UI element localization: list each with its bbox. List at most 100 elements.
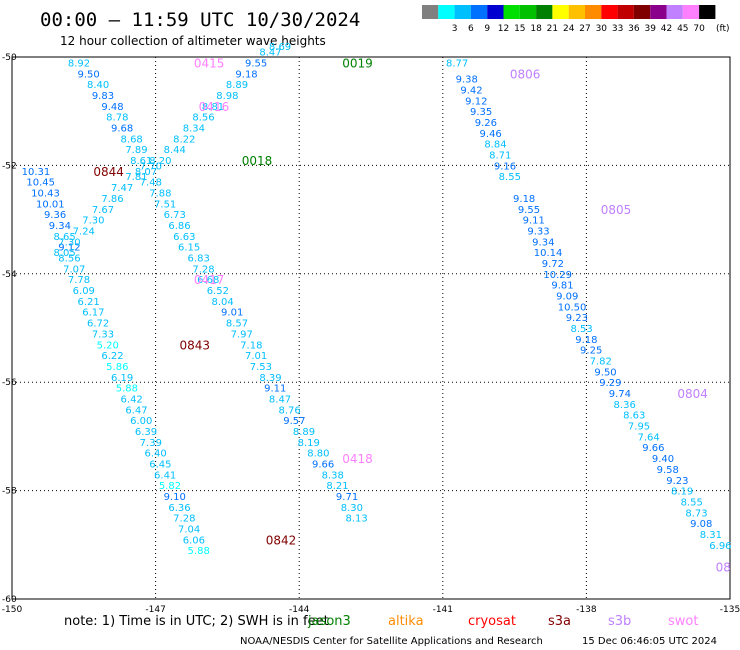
swh-value: 6.72 <box>87 319 109 330</box>
swh-value: 5.82 <box>159 481 181 492</box>
legend-label: 12 <box>498 24 509 34</box>
legend-label: 70 <box>693 24 705 34</box>
legend-swatch <box>568 5 585 19</box>
pass-time-labels: 0415 0416 0844 0843 0417 0418 0842 0019 0018 0806… <box>93 56 731 574</box>
swh-value: 6.17 <box>82 308 104 319</box>
pass-time-label: 0805 <box>601 203 632 217</box>
swh-value: 9.23 <box>566 313 588 324</box>
swh-value: 5.88 <box>188 546 210 557</box>
swh-value: 7.95 <box>628 422 650 433</box>
swh-value: 6.22 <box>101 351 123 362</box>
legend-swatch <box>503 5 520 19</box>
legend-swatch <box>633 5 651 19</box>
legend-label: 39 <box>644 24 656 34</box>
swh-value: 9.01 <box>221 308 243 319</box>
swh-value: 9.29 <box>599 378 621 389</box>
swh-value: 9.57 <box>283 416 305 427</box>
legend-label: 33 <box>612 24 623 34</box>
swh-value: 9.55 <box>245 58 267 69</box>
legend-swatch <box>422 5 439 19</box>
lon-tick-label: -147 <box>145 605 165 615</box>
swh-value: 9.18 <box>235 69 257 80</box>
lon-tick-label: -144 <box>289 605 310 615</box>
swh-tracks: 8.929.508.409.839.488.789.688.687.898.61… <box>22 42 732 557</box>
swh-value: 7.04 <box>178 525 200 536</box>
swh-value: 9.18 <box>513 194 535 205</box>
swh-value: 9.72 <box>542 259 564 270</box>
swh-value: 7.48 <box>140 178 162 189</box>
swh-value: 8.56 <box>58 254 80 265</box>
swh-value: 7.97 <box>231 329 253 340</box>
swh-value: 8.56 <box>192 113 214 124</box>
swh-value: 8.34 <box>183 123 205 134</box>
swh-value: 7.28 <box>173 514 195 525</box>
swh-value: 9.34 <box>49 221 71 232</box>
legend-label: 45 <box>677 24 688 34</box>
swh-value: 6.45 <box>149 460 171 471</box>
swh-value: 7.01 <box>245 351 267 362</box>
lon-tick-label: -141 <box>433 605 453 615</box>
swh-value: 8.40 <box>87 80 109 91</box>
legend-swatch <box>650 5 667 19</box>
swh-value: 6.09 <box>73 286 95 297</box>
swh-value: 8.38 <box>322 470 344 481</box>
swh-value: 6.40 <box>144 449 166 460</box>
swh-value: 8.55 <box>681 497 703 508</box>
swh-value: 6.21 <box>77 297 99 308</box>
swh-value: 7.67 <box>92 205 114 216</box>
legend-swatch <box>585 5 602 19</box>
swh-value: 10.29 <box>543 270 572 281</box>
swh-value: 8.71 <box>489 151 511 162</box>
plot-frame <box>11 56 731 600</box>
mission-label: s3b <box>608 614 631 629</box>
swh-value: 9.38 <box>456 75 478 86</box>
swh-value: 9.09 <box>556 291 578 302</box>
swh-value: 9.11 <box>523 216 545 227</box>
swh-value: 6.06 <box>183 535 205 546</box>
swh-value: 7.51 <box>154 199 176 210</box>
swh-value: 8.98 <box>216 91 238 102</box>
swh-value: 8.53 <box>570 324 592 335</box>
footer-note: note: 1) Time is in UTC; 2) SWH is in fe… <box>64 614 329 629</box>
legend-unit: (ft) <box>716 24 730 34</box>
swh-value: 7.18 <box>240 340 262 351</box>
swh-value: 6.36 <box>168 503 190 514</box>
swh-value: 5.86 <box>106 362 128 373</box>
swh-value: 10.31 <box>22 167 51 178</box>
swh-value: 10.43 <box>31 189 60 200</box>
lon-tick-label: -135 <box>720 605 740 615</box>
swh-value: 8.20 <box>149 156 171 167</box>
swh-value: 6.73 <box>164 210 186 221</box>
swh-value: 9.46 <box>480 129 502 140</box>
legend-swatch <box>438 5 455 19</box>
swh-value: 8.80 <box>307 449 329 460</box>
swh-value: 8.19 <box>298 438 320 449</box>
swh-value: 9.74 <box>609 389 631 400</box>
swh-value: 7.53 <box>250 362 272 373</box>
swh-value: 7.39 <box>140 438 162 449</box>
lon-tick-label: -150 <box>2 605 23 615</box>
swh-track: 8.929.508.409.839.488.789.688.687.898.61… <box>68 58 200 253</box>
swh-value: 10.14 <box>534 248 563 259</box>
pass-time-label: 0416 <box>199 100 230 114</box>
swh-value: 7.86 <box>101 194 123 205</box>
swh-value: 8.31 <box>700 530 722 541</box>
swh-value: 8.73 <box>685 508 707 519</box>
swh-value: 8.05 <box>54 248 76 259</box>
swh-value: 8.81 <box>202 102 224 113</box>
legend-swatch <box>519 5 537 19</box>
swh-value: 7.82 <box>590 357 612 368</box>
swh-value: 7.88 <box>149 189 171 200</box>
lat-tick-label: -56 <box>2 378 17 388</box>
swh-value: 7.30 <box>58 237 80 248</box>
swh-value: 9.12 <box>465 96 487 107</box>
legend-label: 42 <box>661 24 672 34</box>
mission-label: cryosat <box>468 614 516 629</box>
legend-label: 27 <box>579 24 590 34</box>
swh-value: 9.66 <box>642 443 664 454</box>
legend-swatch <box>682 5 700 19</box>
swh-value: 7.24 <box>73 226 95 237</box>
swh-value: 9.58 <box>657 465 679 476</box>
lat-tick-label: -58 <box>2 487 17 497</box>
swh-track: 10.3110.4510.4310.019.369.348.659.128.56… <box>22 167 210 557</box>
